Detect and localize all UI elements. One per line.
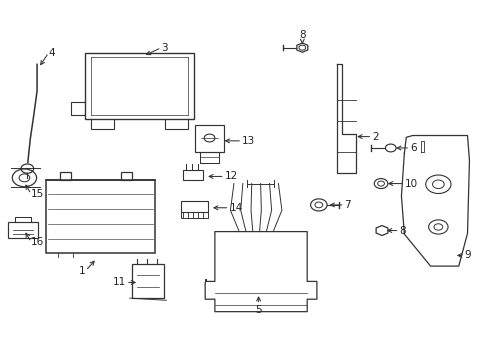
Text: 3: 3: [161, 42, 168, 53]
Text: 2: 2: [372, 132, 379, 141]
Text: 12: 12: [224, 171, 238, 181]
Text: 10: 10: [404, 179, 417, 189]
Text: 14: 14: [229, 203, 243, 213]
Text: 4: 4: [49, 48, 55, 58]
Text: 9: 9: [465, 251, 471, 260]
Text: 13: 13: [242, 136, 255, 146]
FancyBboxPatch shape: [60, 172, 71, 180]
Text: 6: 6: [410, 143, 417, 153]
Text: 7: 7: [344, 200, 351, 210]
Text: 16: 16: [31, 237, 45, 247]
Text: 8: 8: [399, 225, 406, 235]
Text: 1: 1: [79, 266, 86, 276]
Text: 15: 15: [31, 189, 45, 199]
FancyBboxPatch shape: [121, 172, 132, 180]
Text: 5: 5: [255, 305, 262, 315]
Text: 8: 8: [299, 30, 306, 40]
Text: 11: 11: [113, 278, 126, 288]
